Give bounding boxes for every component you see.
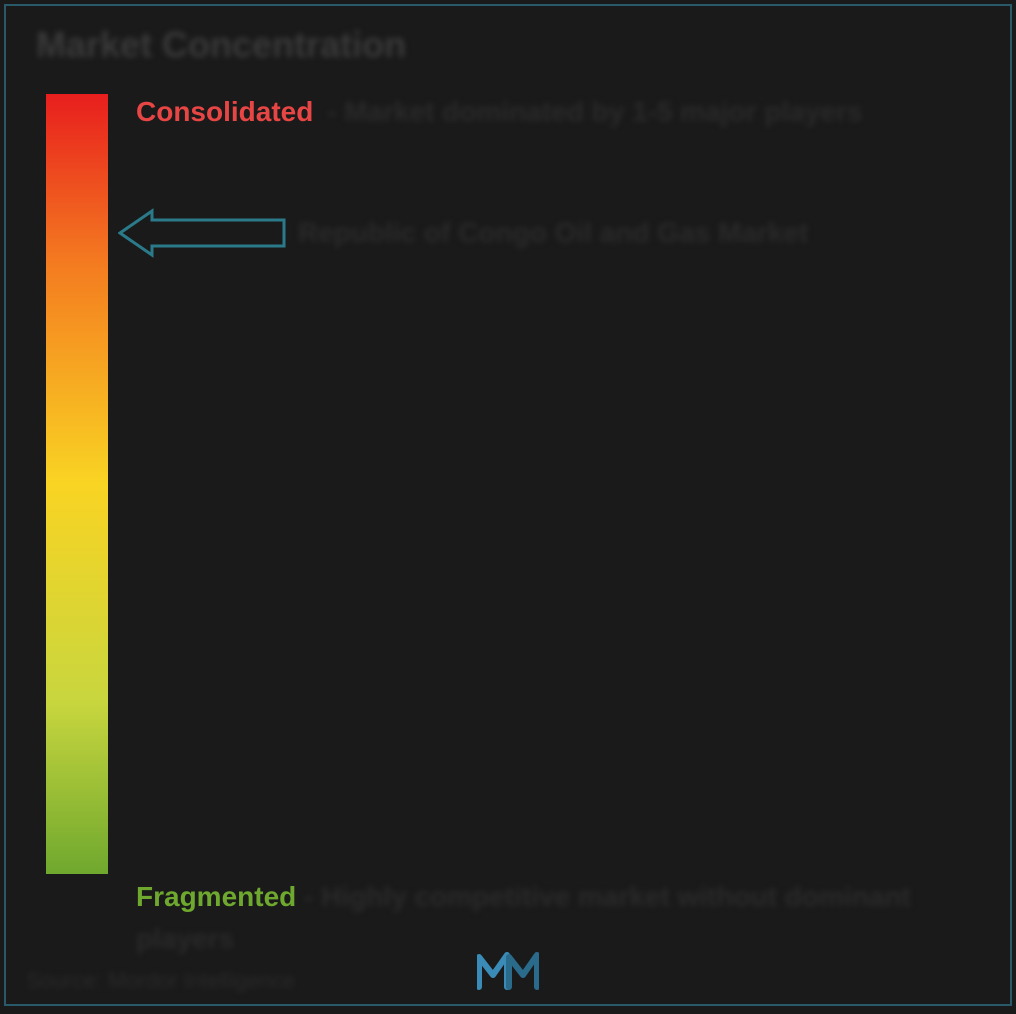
market-name-label: Republic of Congo Oil and Gas Market xyxy=(298,217,808,249)
pointer-arrow-icon xyxy=(118,206,288,260)
consolidated-label-row: Consolidated - Market dominated by 1-5 m… xyxy=(136,96,862,128)
consolidated-description: - Market dominated by 1-5 major players xyxy=(327,96,862,127)
mordor-logo-icon xyxy=(477,951,539,996)
chart-title: Market Concentration xyxy=(36,24,406,66)
fragmented-word: Fragmented xyxy=(136,881,296,912)
market-pointer-row: Republic of Congo Oil and Gas Market xyxy=(118,206,808,260)
source-label: Source: Mordor Intelligence xyxy=(26,968,295,994)
fragmented-label-row: Fragmented - Highly competitive market w… xyxy=(136,876,936,960)
concentration-gradient-bar xyxy=(46,94,108,874)
consolidated-word: Consolidated xyxy=(136,96,313,127)
chart-container: Market Concentration Consolidated - Mark… xyxy=(4,4,1012,1006)
